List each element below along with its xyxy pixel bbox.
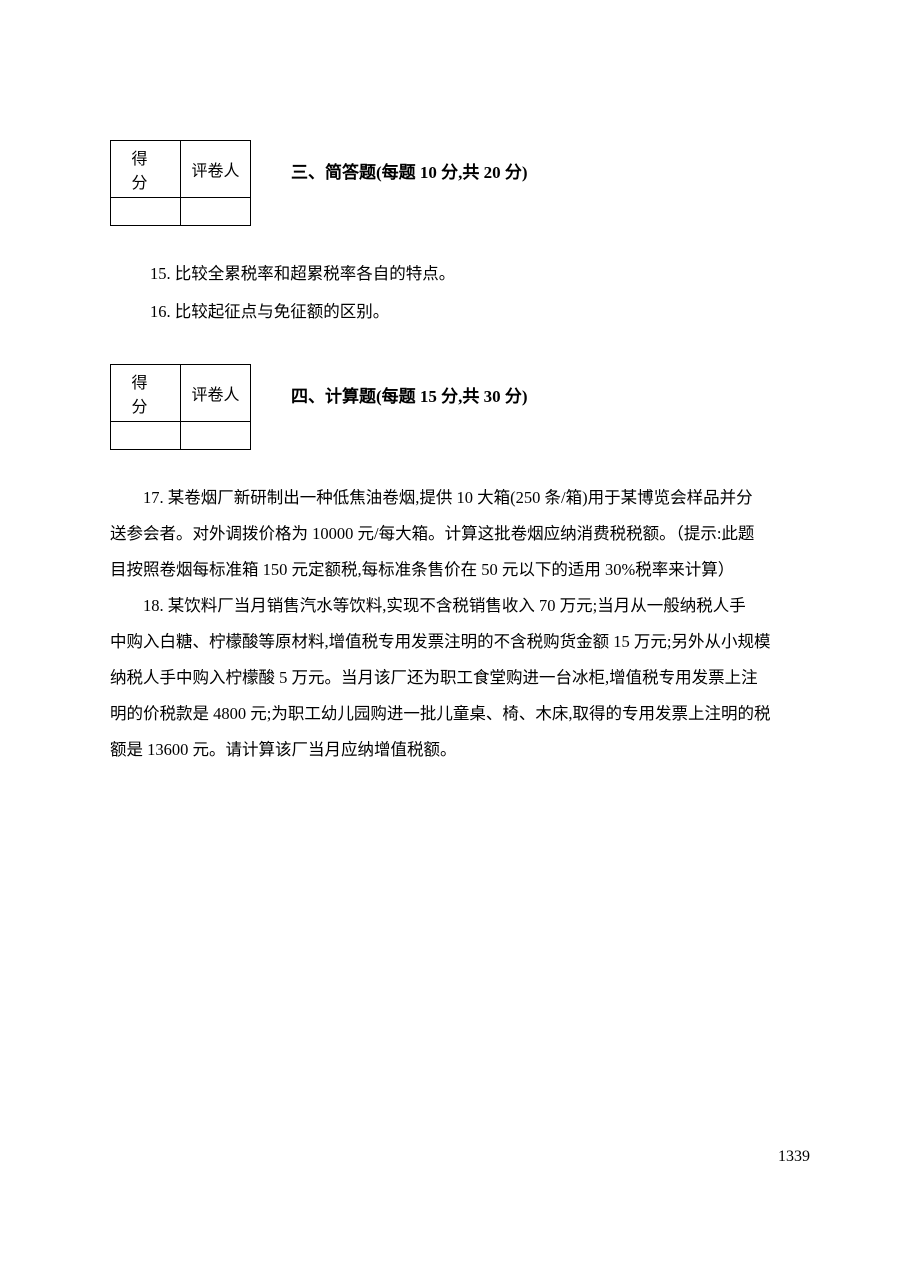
q18-line2: 中购入白糖、柠檬酸等原材料,增值税专用发票注明的不含税购货金额 15 万元;另外… xyxy=(110,624,820,660)
section3-header: 得分 评卷人 三、简答题(每题 10 分,共 20 分) xyxy=(110,140,820,226)
score-header-score-4: 得分 xyxy=(111,365,181,422)
score-cell-empty-4 xyxy=(111,422,181,450)
page-number: 1339 xyxy=(778,1148,810,1166)
score-cell-empty xyxy=(111,198,181,226)
section4-title: 四、计算题(每题 15 分,共 30 分) xyxy=(291,382,528,407)
question-16: 16. 比较起征点与免征额的区别。 xyxy=(150,294,820,330)
section3-questions: 15. 比较全累税率和超累税率各自的特点。 16. 比较起征点与免征额的区别。 xyxy=(150,256,820,330)
q18-line1: 18. 某饮料厂当月销售汽水等饮料,实现不含税销售收入 70 万元;当月从一般纳… xyxy=(110,588,820,624)
score-header-score: 得分 xyxy=(111,141,181,198)
section3-title: 三、简答题(每题 10 分,共 20 分) xyxy=(291,158,528,183)
grader-cell-empty xyxy=(181,198,251,226)
section4-body: 17. 某卷烟厂新研制出一种低焦油卷烟,提供 10 大箱(250 条/箱)用于某… xyxy=(110,480,820,768)
q17-line3: 目按照卷烟每标准箱 150 元定额税,每标准条售价在 50 元以下的适用 30%… xyxy=(110,552,820,588)
q18-line3: 纳税人手中购入柠檬酸 5 万元。当月该厂还为职工食堂购进一台冰柜,增值税专用发票… xyxy=(110,660,820,696)
score-table-section4: 得分 评卷人 xyxy=(110,364,251,450)
score-header-grader-4: 评卷人 xyxy=(181,365,251,422)
question-15: 15. 比较全累税率和超累税率各自的特点。 xyxy=(150,256,820,292)
q18-line5: 额是 13600 元。请计算该厂当月应纳增值税额。 xyxy=(110,732,820,768)
q17-line1: 17. 某卷烟厂新研制出一种低焦油卷烟,提供 10 大箱(250 条/箱)用于某… xyxy=(110,480,820,516)
score-header-grader: 评卷人 xyxy=(181,141,251,198)
q18-line4: 明的价税款是 4800 元;为职工幼儿园购进一批儿童桌、椅、木床,取得的专用发票… xyxy=(110,696,820,732)
q17-line2: 送参会者。对外调拨价格为 10000 元/每大箱。计算这批卷烟应纳消费税税额。（… xyxy=(110,516,820,552)
score-table-section3: 得分 评卷人 xyxy=(110,140,251,226)
page-content: 得分 评卷人 三、简答题(每题 10 分,共 20 分) 15. 比较全累税率和… xyxy=(110,140,820,768)
section4-header: 得分 评卷人 四、计算题(每题 15 分,共 30 分) xyxy=(110,364,820,450)
grader-cell-empty-4 xyxy=(181,422,251,450)
